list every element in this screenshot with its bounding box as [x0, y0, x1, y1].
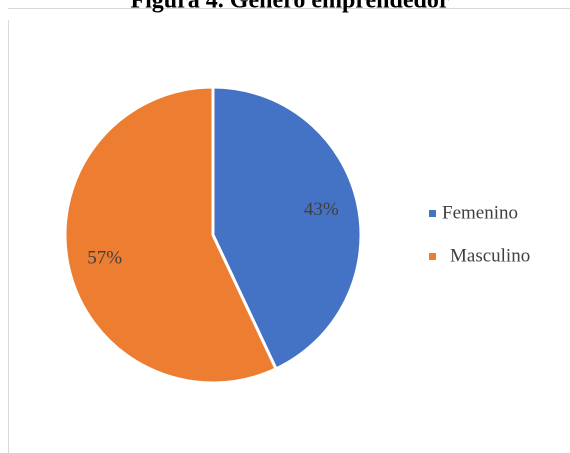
data-label: 57%	[87, 248, 122, 269]
legend-label: Femenino	[442, 202, 518, 223]
data-label: 43%	[304, 199, 339, 220]
chart-title: Figura 4. Género emprendedor	[130, 0, 449, 14]
legend-swatch	[429, 253, 436, 260]
legend-swatch	[429, 210, 436, 217]
legend-label: Masculino	[450, 245, 530, 266]
pie-slice	[211, 85, 363, 371]
pie-slice	[63, 85, 279, 385]
